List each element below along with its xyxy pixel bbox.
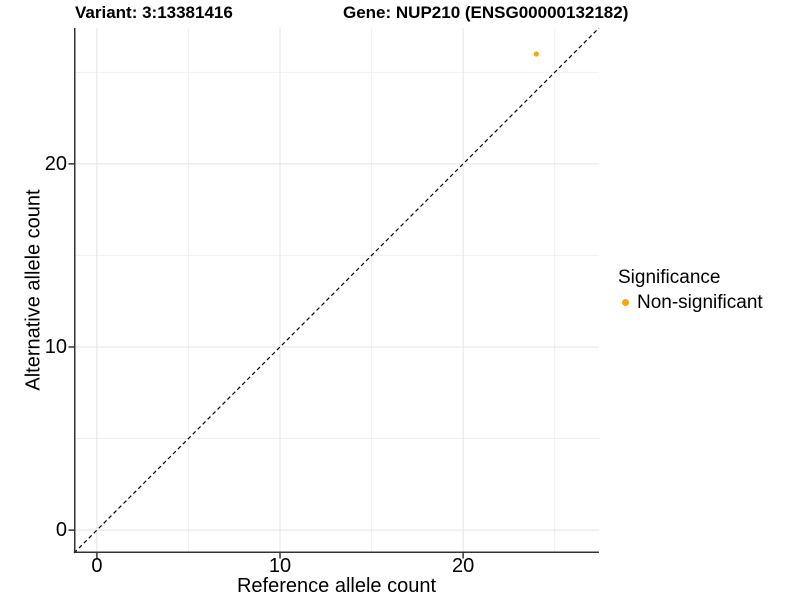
plot-svg	[68, 27, 600, 559]
legend-entry: Non-significant	[618, 291, 763, 314]
legend: Significance Non-significant	[618, 266, 763, 314]
plot-panel	[68, 27, 600, 559]
legend-point-icon	[622, 299, 629, 306]
y-tick-label: 10	[44, 335, 67, 358]
y-axis-title: Alternative allele count	[22, 189, 45, 391]
x-tick-label: 20	[452, 555, 475, 577]
identity-line	[73, 27, 600, 554]
data-point	[533, 51, 539, 57]
legend-title: Significance	[618, 267, 721, 288]
variant-title: Variant: 3:13381416	[75, 3, 233, 22]
legend-entry-label: Non-significant	[637, 292, 763, 313]
gene-title: Gene: NUP210 (ENSG00000132182)	[343, 3, 629, 22]
x-tick-label: 10	[268, 555, 292, 577]
x-axis-title: Reference allele count	[236, 575, 436, 597]
y-tick-label: 20	[44, 152, 67, 175]
x-tick-label: 0	[91, 555, 103, 577]
y-tick-label: 0	[55, 519, 67, 542]
